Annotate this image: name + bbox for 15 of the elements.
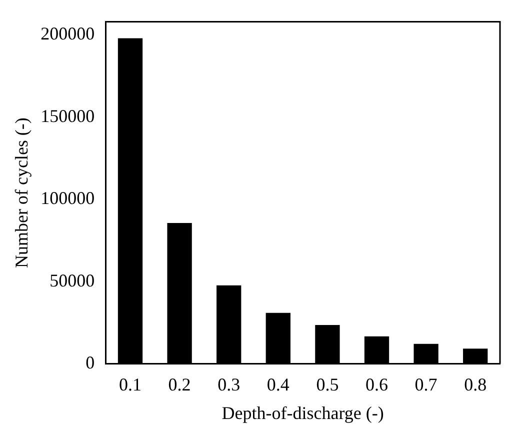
x-axis-title: Depth-of-discharge (-): [222, 402, 384, 423]
y-tick-label: 200000: [40, 24, 95, 44]
y-tick-label: 0: [86, 352, 95, 373]
y-tick-label: 50000: [50, 270, 95, 290]
x-tick-label: 0.7: [414, 374, 438, 394]
y-axis-title: Number of cycles (-): [12, 118, 32, 268]
x-tick-label: 0.1: [119, 374, 142, 394]
x-tick-label: 0.8: [464, 374, 487, 394]
x-tick-label: 0.6: [366, 374, 388, 394]
x-tick-label: 0.3: [218, 374, 240, 394]
y-tick-label: 150000: [40, 106, 95, 126]
x-tick-label: 0.2: [168, 374, 191, 394]
x-tick-label: 0.4: [266, 374, 290, 394]
y-tick-label: 100000: [40, 188, 95, 208]
x-tick-label: 0.5: [316, 374, 339, 394]
